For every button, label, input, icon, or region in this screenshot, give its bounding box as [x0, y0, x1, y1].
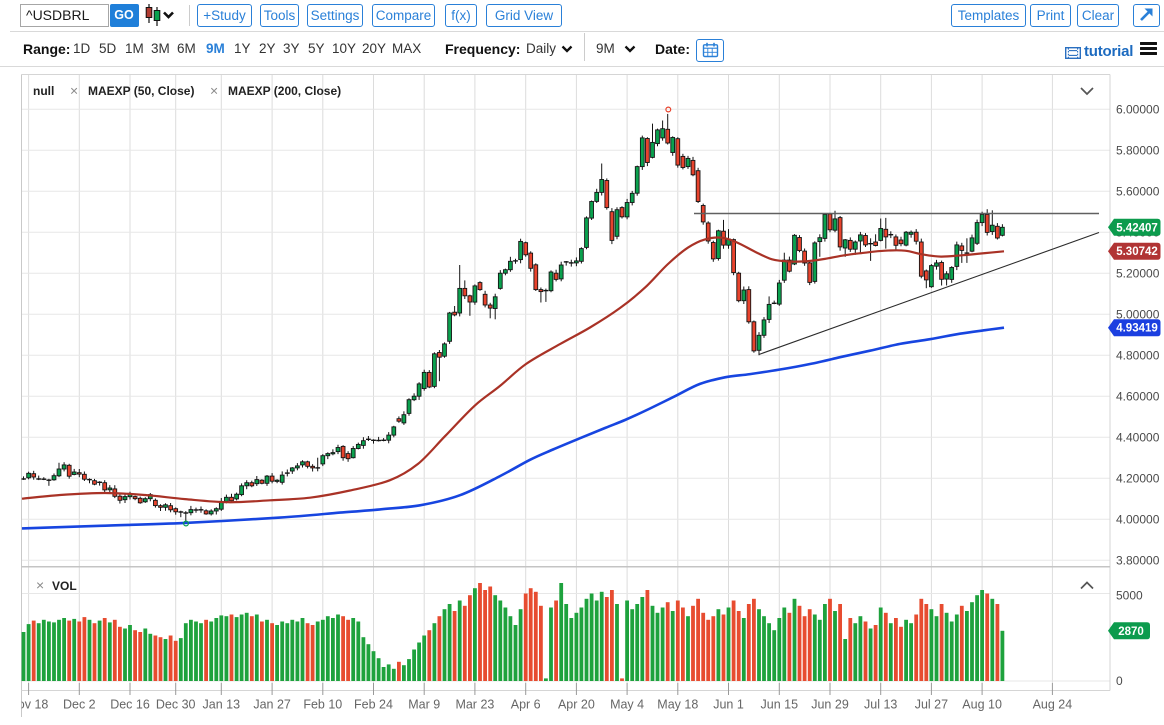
svg-text:6.00000: 6.00000 — [1116, 102, 1160, 116]
svg-text:Aug 24: Aug 24 — [1033, 698, 1073, 712]
svg-text:5.00000: 5.00000 — [1116, 307, 1160, 321]
svg-text:Dec 30: Dec 30 — [156, 698, 196, 712]
svg-text:5.60000: 5.60000 — [1116, 184, 1160, 198]
svg-text:Mar 9: Mar 9 — [408, 698, 440, 712]
svg-text:×: × — [210, 83, 218, 99]
svg-text:5.20000: 5.20000 — [1116, 266, 1160, 280]
svg-text:null: null — [33, 84, 54, 98]
svg-text:4.60000: 4.60000 — [1116, 389, 1160, 403]
svg-text:Jun 15: Jun 15 — [761, 698, 799, 712]
svg-text:4.00000: 4.00000 — [1116, 512, 1160, 526]
svg-text:×: × — [70, 83, 78, 99]
svg-text:May 4: May 4 — [610, 698, 644, 712]
svg-text:5.30742: 5.30742 — [1116, 246, 1158, 258]
svg-text:4.40000: 4.40000 — [1116, 430, 1160, 444]
svg-text:Aug 10: Aug 10 — [962, 698, 1002, 712]
svg-text:Apr 20: Apr 20 — [558, 698, 595, 712]
svg-text:4.20000: 4.20000 — [1116, 471, 1160, 485]
svg-text:5.80000: 5.80000 — [1116, 143, 1160, 157]
svg-text:5000: 5000 — [1116, 589, 1143, 603]
svg-text:Feb 24: Feb 24 — [354, 698, 393, 712]
svg-text:5.42407: 5.42407 — [1116, 222, 1158, 234]
svg-text:Dec 2: Dec 2 — [63, 698, 96, 712]
svg-text:Feb 10: Feb 10 — [303, 698, 342, 712]
svg-text:May 18: May 18 — [657, 698, 698, 712]
svg-text:Dec 16: Dec 16 — [110, 698, 150, 712]
svg-text:3.80000: 3.80000 — [1116, 553, 1160, 567]
svg-text:Jul 27: Jul 27 — [915, 698, 948, 712]
svg-text:Jan 27: Jan 27 — [253, 698, 291, 712]
svg-text:Mar 23: Mar 23 — [455, 698, 494, 712]
svg-text:0: 0 — [1116, 674, 1123, 688]
svg-text:×: × — [36, 577, 44, 593]
svg-text:4.93419: 4.93419 — [1116, 323, 1158, 335]
svg-text:Jul 13: Jul 13 — [864, 698, 897, 712]
svg-text:Jun 1: Jun 1 — [713, 698, 744, 712]
svg-text:MAEXP (50, Close): MAEXP (50, Close) — [88, 84, 194, 98]
svg-text:4.80000: 4.80000 — [1116, 348, 1160, 362]
svg-text:Nov 18: Nov 18 — [9, 698, 49, 712]
svg-text:Jun 29: Jun 29 — [811, 698, 849, 712]
svg-text:MAEXP (200, Close): MAEXP (200, Close) — [228, 84, 341, 98]
svg-text:Apr 6: Apr 6 — [511, 698, 541, 712]
svg-text:Jan 13: Jan 13 — [203, 698, 241, 712]
svg-text:VOL: VOL — [52, 579, 77, 593]
svg-text:2870: 2870 — [1118, 626, 1144, 638]
